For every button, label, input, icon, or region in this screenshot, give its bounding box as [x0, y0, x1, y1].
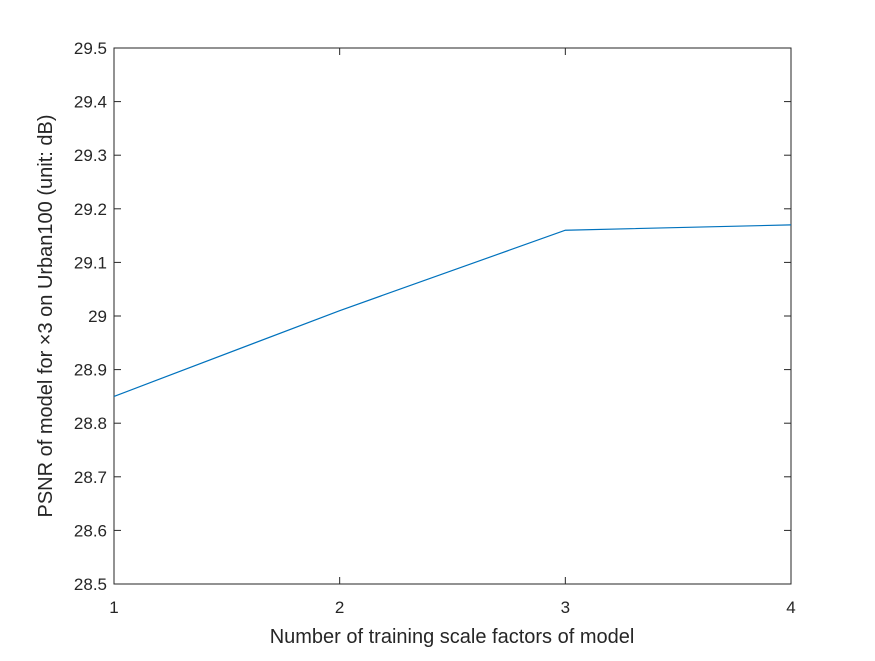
- y-axis-label: PSNR of model for ×3 on Urban100 (unit: …: [35, 115, 57, 518]
- x-tick-label: 1: [109, 598, 118, 617]
- x-tick-label: 3: [561, 598, 570, 617]
- x-axis: 1 2 3 4: [109, 48, 796, 617]
- plot-area: [113, 47, 792, 585]
- y-tick-label: 28.5: [74, 575, 107, 594]
- x-axis-label: Number of training scale factors of mode…: [270, 626, 635, 648]
- y-tick-label: 29.2: [74, 200, 107, 219]
- y-tick-label: 28.6: [74, 521, 107, 540]
- y-axis: 28.5 28.6 28.7 28.8 28.9 29 29.1 29.2 29.3 29.4 29…: [74, 39, 791, 594]
- y-tick-label: 29.5: [74, 39, 107, 58]
- y-tick-label: 28.8: [74, 414, 107, 433]
- y-tick-label: 29.1: [74, 253, 107, 272]
- y-tick-label: 28.9: [74, 361, 107, 380]
- y-tick-label: 29: [88, 307, 107, 326]
- y-tick-label: 29.3: [74, 146, 107, 165]
- series-group: [113, 224, 792, 397]
- series-line: [113, 224, 792, 397]
- y-tick-label: 29.4: [74, 93, 107, 112]
- x-tick-label: 4: [786, 598, 795, 617]
- y-tick-label: 28.7: [74, 468, 107, 487]
- x-tick-label: 2: [335, 598, 344, 617]
